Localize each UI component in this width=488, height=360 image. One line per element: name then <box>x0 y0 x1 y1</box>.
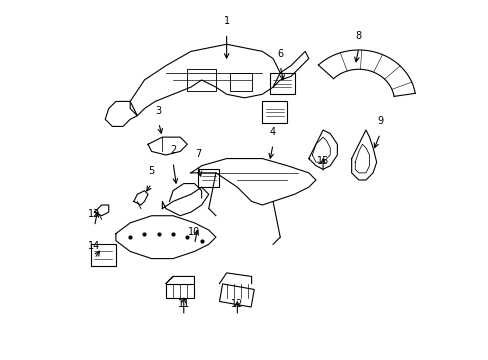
Text: 10: 10 <box>188 227 200 237</box>
Text: 4: 4 <box>269 127 276 137</box>
Text: 6: 6 <box>277 49 283 59</box>
Text: 5: 5 <box>148 166 154 176</box>
Text: 1: 1 <box>223 17 229 26</box>
Bar <box>91 244 116 266</box>
Text: 3: 3 <box>155 106 162 116</box>
Bar <box>219 284 254 307</box>
Bar <box>269 73 294 94</box>
Bar <box>198 169 219 187</box>
Text: 12: 12 <box>231 298 243 309</box>
Text: 8: 8 <box>355 31 361 41</box>
Bar <box>187 69 216 91</box>
Text: 15: 15 <box>316 156 328 166</box>
Text: 14: 14 <box>88 242 101 251</box>
Text: 13: 13 <box>88 209 101 219</box>
Bar <box>262 102 287 123</box>
Text: 7: 7 <box>195 149 201 158</box>
Text: 9: 9 <box>376 116 383 126</box>
Bar <box>230 73 251 91</box>
Text: 11: 11 <box>177 298 189 309</box>
Bar <box>165 284 194 298</box>
Text: 2: 2 <box>170 145 176 155</box>
